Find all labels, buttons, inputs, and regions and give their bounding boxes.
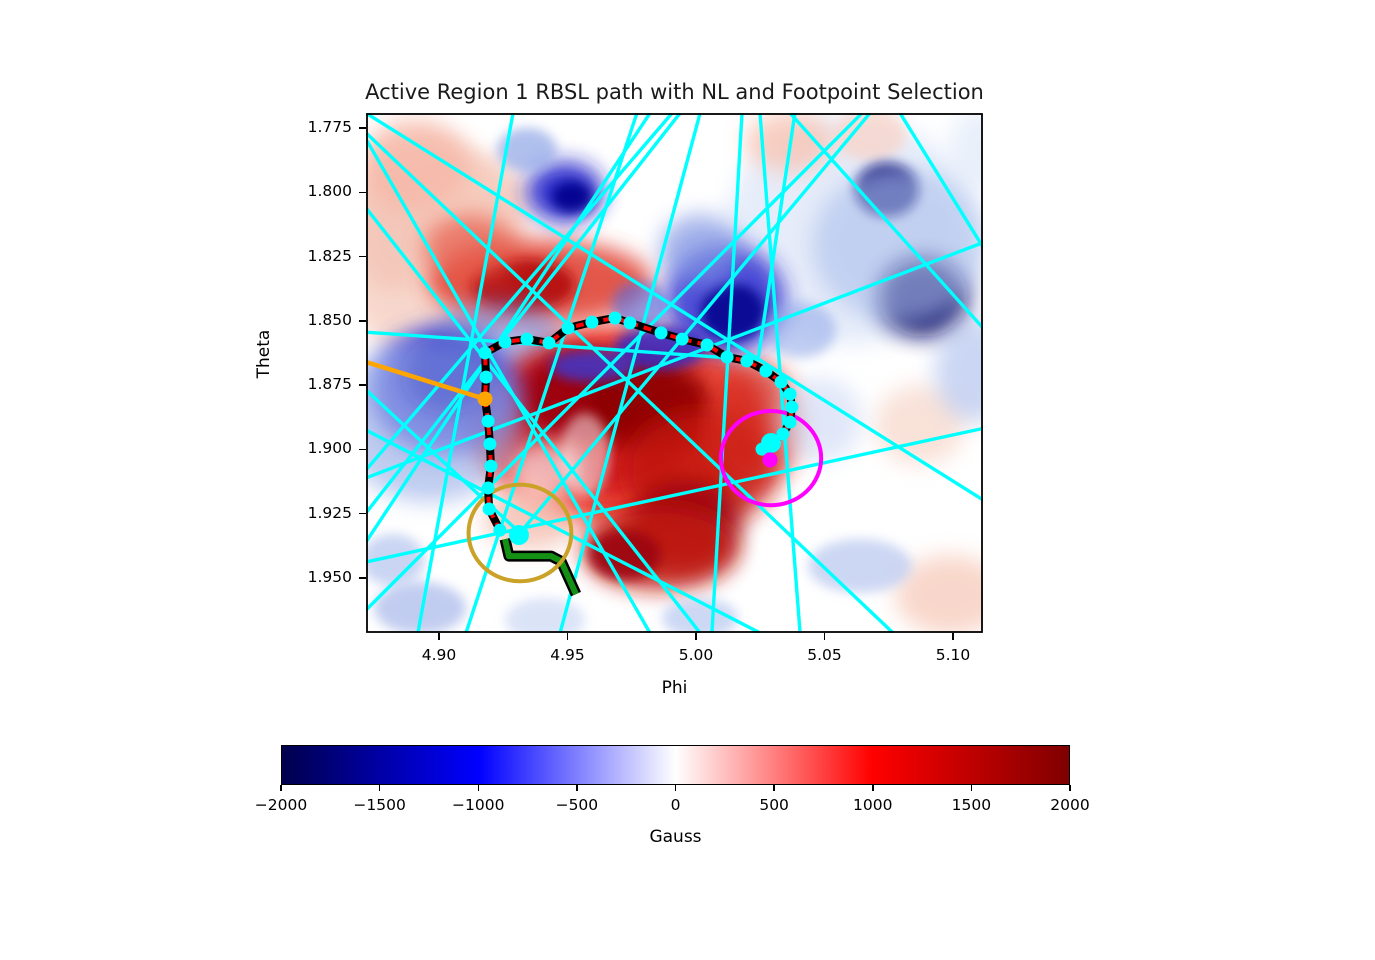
y-tick-mark xyxy=(359,127,366,129)
path-marker-dot xyxy=(783,387,797,401)
footpoint-dot xyxy=(508,524,529,545)
colorbar-tick-mark xyxy=(872,785,874,791)
x-tick-mark xyxy=(952,633,954,640)
path-marker-dot xyxy=(785,400,799,414)
plot-border xyxy=(366,113,983,633)
colorbar-tick-mark xyxy=(674,785,677,791)
path-marker-dot xyxy=(654,326,668,340)
path-marker-dot xyxy=(783,415,797,429)
x-tick-label: 5.05 xyxy=(807,646,842,664)
path-marker-dot xyxy=(482,502,496,516)
orange-line xyxy=(366,359,486,402)
path-marker-dot xyxy=(479,370,493,384)
path-marker-dot xyxy=(481,481,495,495)
x-tick-mark xyxy=(695,633,697,640)
y-tick-mark xyxy=(359,577,366,579)
path-marker-dot xyxy=(493,523,507,537)
colorbar-tick-mark xyxy=(477,785,479,791)
khaki-circle xyxy=(466,482,574,584)
path-marker-dot xyxy=(542,336,556,350)
path-marker-dot xyxy=(608,311,622,325)
x-tick-mark xyxy=(823,633,826,640)
colorbar-tick-label: −1000 xyxy=(452,796,505,814)
colorbar-tick-label: 1500 xyxy=(951,796,992,814)
path-marker-dot xyxy=(481,414,495,428)
y-axis-label: Theta xyxy=(254,329,274,379)
y-tick-label: 1.825 xyxy=(307,246,352,265)
colorbar-tick-label: 2000 xyxy=(1050,796,1090,814)
path-marker-dot xyxy=(776,427,790,441)
path-marker-dot xyxy=(675,332,689,346)
x-tick-mark xyxy=(566,633,569,640)
colorbar-tick-label: 1000 xyxy=(853,796,893,814)
path-marker-dot xyxy=(498,335,512,349)
colorbar-tick-label: 500 xyxy=(759,796,789,814)
y-tick-mark xyxy=(359,448,366,451)
x-axis-label: Phi xyxy=(661,678,688,698)
path-marker-dot xyxy=(774,375,788,389)
magenta-point xyxy=(762,452,778,468)
path-marker-dot xyxy=(561,321,575,335)
plot-canvas xyxy=(366,113,983,633)
y-tick-label: 1.800 xyxy=(307,182,352,201)
x-tick-label: 4.90 xyxy=(421,646,457,664)
colorbar-tick-label: −500 xyxy=(555,796,599,814)
path-marker-dot xyxy=(478,346,492,360)
magenta-circle xyxy=(718,408,824,508)
y-tick-mark xyxy=(359,320,366,322)
y-tick-mark xyxy=(359,191,366,194)
y-tick-mark xyxy=(359,512,366,515)
path-marker-dot xyxy=(700,338,714,352)
colorbar xyxy=(281,745,1070,785)
colorbar-tick-mark xyxy=(378,785,381,791)
page-title: Active Region 1 RBSL path with NL and Fo… xyxy=(365,80,984,104)
y-tick-label: 1.850 xyxy=(307,310,352,329)
colorbar-tick-label: −2000 xyxy=(254,796,308,814)
y-tick-mark xyxy=(359,255,366,258)
orange-flux-point xyxy=(477,391,493,407)
x-tick-label: 4.95 xyxy=(550,646,585,664)
colorbar-tick-mark xyxy=(280,785,282,791)
path-marker-dot xyxy=(520,332,534,346)
heatmap-layer xyxy=(366,113,983,633)
y-tick-mark xyxy=(359,384,366,386)
path-marker-dot xyxy=(585,315,599,329)
colorbar-tick-mark xyxy=(970,785,973,791)
path-marker-dot xyxy=(759,364,773,378)
colorbar-tick-mark xyxy=(576,785,578,791)
path-marker-dot xyxy=(720,350,734,364)
path-marker-dot xyxy=(740,354,754,368)
colorbar-tick-mark xyxy=(773,785,775,791)
colorbar-tick-label: −1500 xyxy=(353,796,406,814)
y-tick-label: 1.875 xyxy=(307,375,352,394)
path-marker-dot xyxy=(483,437,497,451)
x-tick-label: 5.00 xyxy=(678,646,714,664)
path-marker-dot xyxy=(623,316,637,330)
y-tick-label: 1.925 xyxy=(307,503,352,522)
path-marker-dot xyxy=(484,459,498,473)
y-tick-label: 1.900 xyxy=(307,439,352,458)
footpoint-dot xyxy=(761,432,782,453)
colorbar-tick-mark xyxy=(1069,785,1071,791)
colorbar-label: Gauss xyxy=(649,827,702,847)
x-tick-label: 5.10 xyxy=(935,646,971,664)
x-tick-mark xyxy=(438,633,440,640)
green-polyline xyxy=(502,538,579,596)
y-tick-label: 1.775 xyxy=(307,118,352,136)
y-tick-label: 1.950 xyxy=(307,567,352,586)
colorbar-tick-label: 0 xyxy=(670,796,681,814)
